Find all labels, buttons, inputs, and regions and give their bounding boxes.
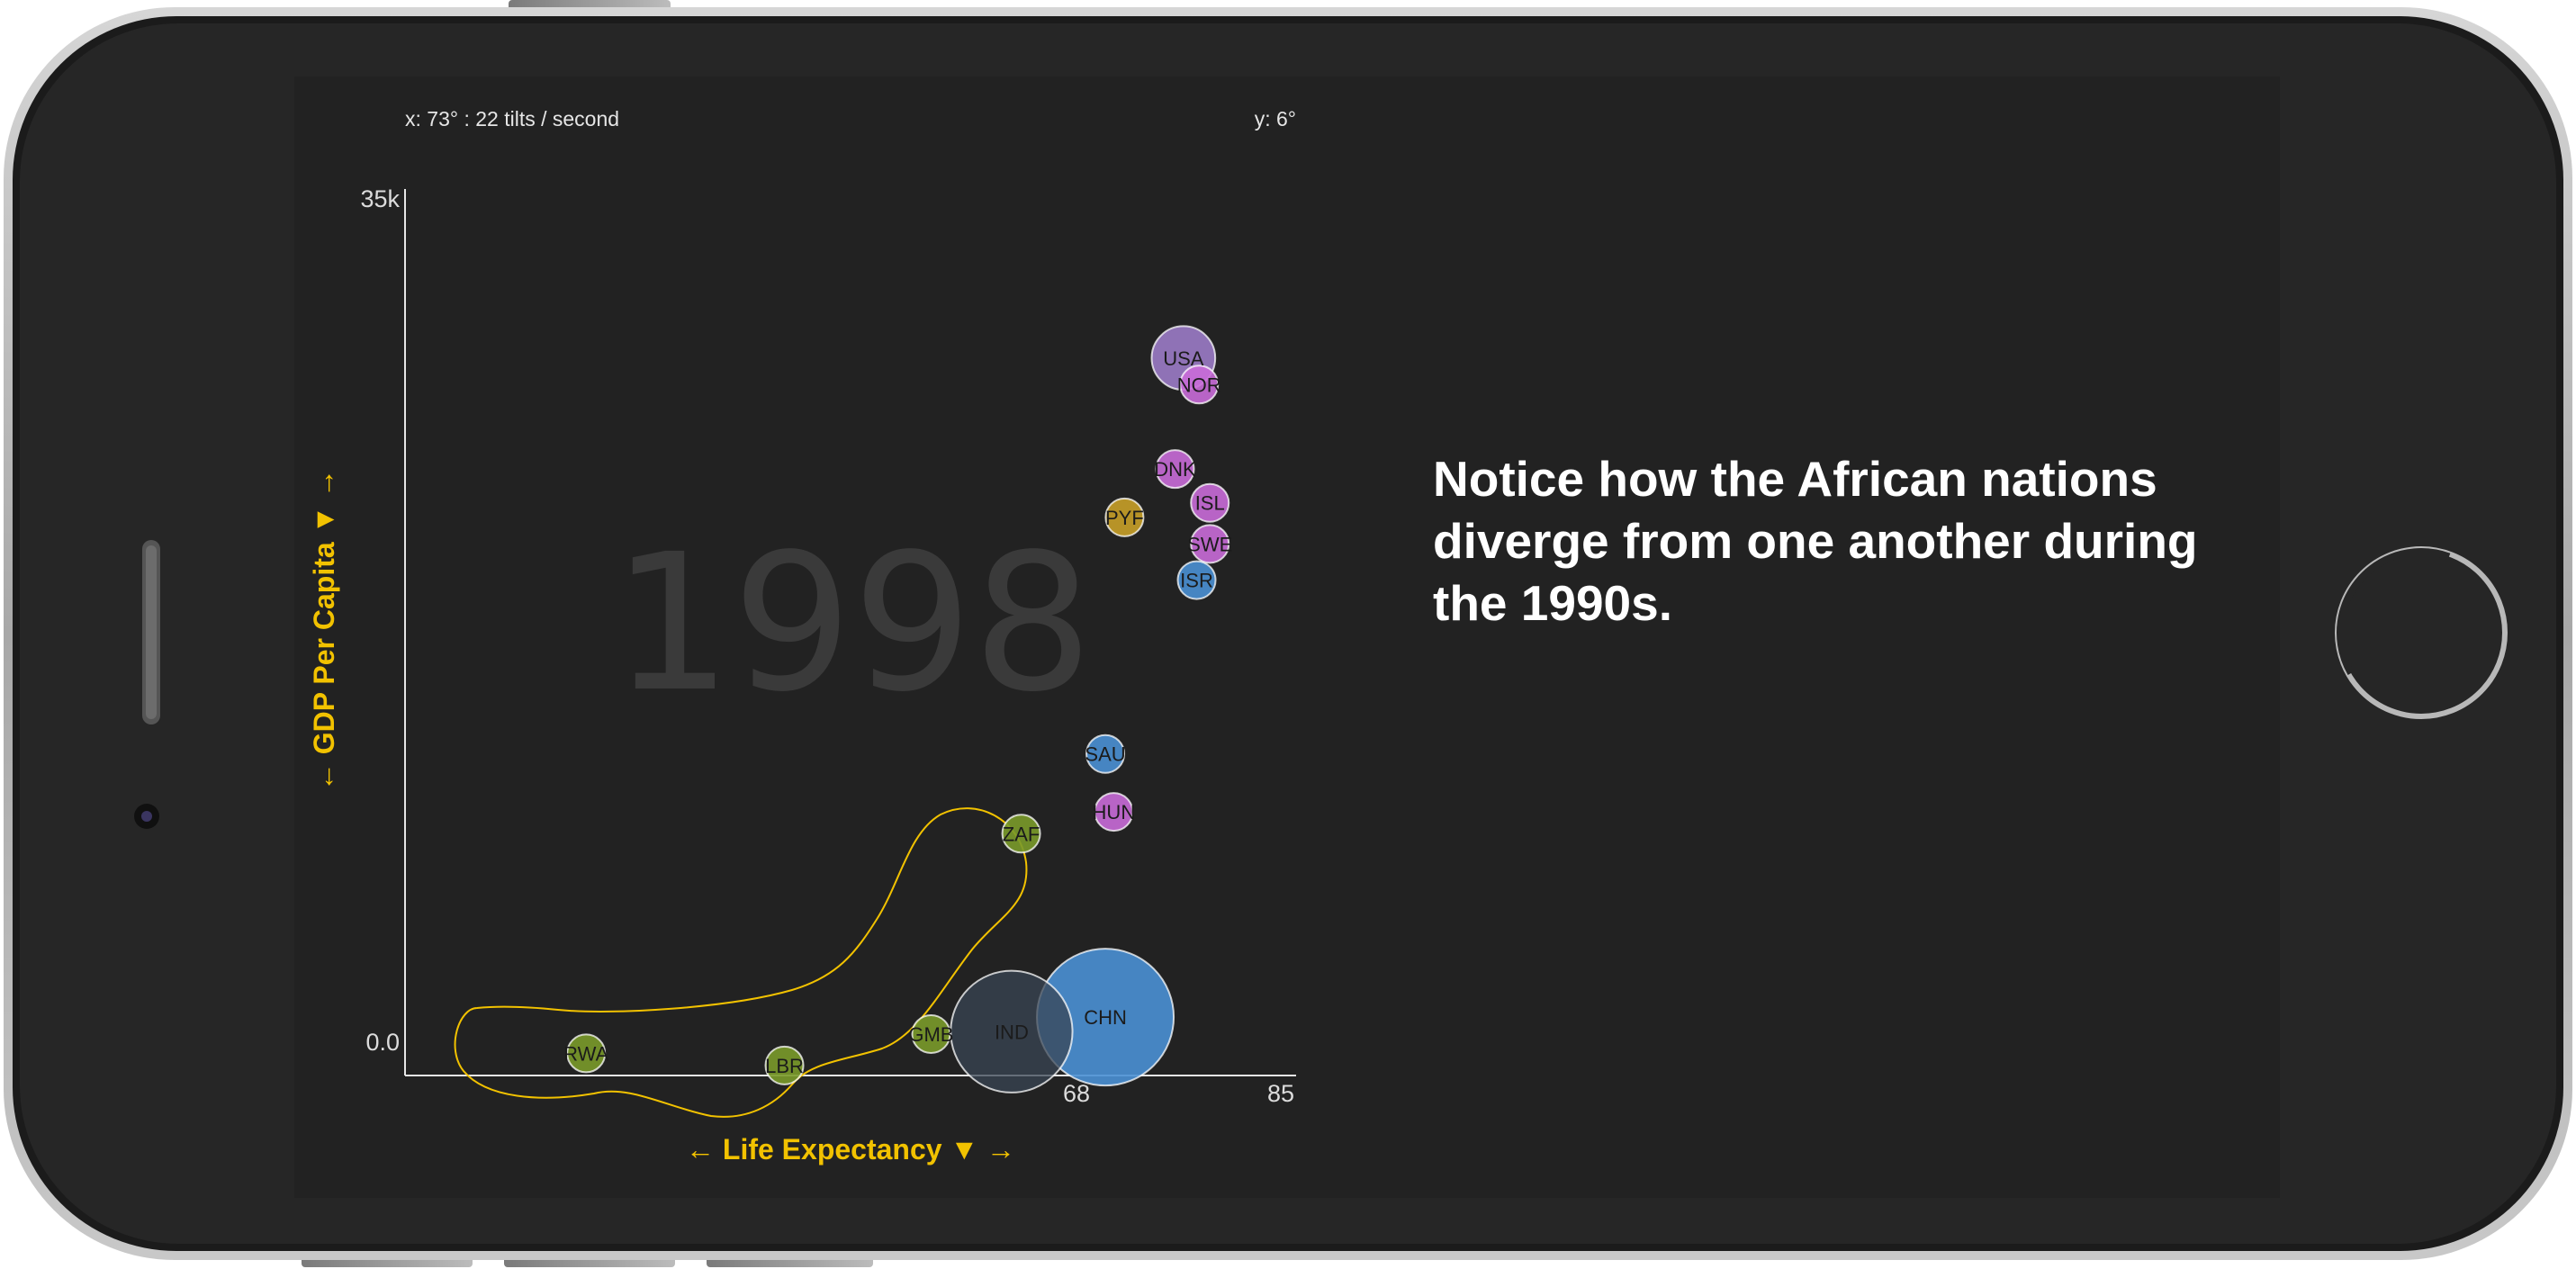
bubble-label: ISR — [1180, 570, 1213, 592]
bubble-swe[interactable] — [1190, 524, 1230, 564]
bubble-label: NOR — [1177, 374, 1221, 396]
x-axis-title[interactable]: ← Life Expectancy ▼ → — [686, 1133, 1015, 1166]
bubble-label: IND — [995, 1021, 1029, 1043]
bubble-dnk[interactable] — [1155, 449, 1195, 490]
y-tick-label: 35k — [360, 185, 400, 212]
bubble-label: SAU — [1085, 743, 1125, 766]
x-tick-label: 68 — [1063, 1080, 1090, 1107]
bubble-label: PYF — [1105, 507, 1144, 529]
x-tick-label: 85 — [1267, 1080, 1294, 1107]
bubble-label: SWE — [1187, 533, 1232, 555]
bubble-nor[interactable] — [1179, 364, 1220, 405]
bubble-isr[interactable] — [1176, 560, 1217, 600]
tilt-x-readout: x: 73° : 22 tilts / second — [405, 107, 619, 130]
bubble-label: LBR — [765, 1055, 804, 1077]
bubble-label: RWA — [563, 1042, 608, 1065]
bubble-label: ZAF — [1003, 823, 1040, 845]
bubble-label: CHN — [1084, 1006, 1127, 1029]
caption-text: Notice how the African nations diverge f… — [1433, 451, 2198, 631]
african-nations-highlight — [454, 807, 1028, 1118]
bubble-gmb[interactable] — [911, 1013, 951, 1054]
bubble-isl[interactable] — [1190, 482, 1230, 523]
bubble-label: ISL — [1195, 492, 1225, 515]
tilt-y-readout: y: 6° — [1255, 107, 1296, 130]
bubble-zaf[interactable] — [1001, 814, 1041, 854]
screen — [294, 76, 2280, 1198]
y-tick-label: 0.0 — [365, 1029, 400, 1056]
bubble-lbr[interactable] — [764, 1045, 805, 1085]
bubble-label: HUN — [1093, 801, 1136, 824]
year-label: 1998 — [612, 513, 1093, 734]
bubble-layer: CHN IND USA ZAF SAU HUN SWE RWA ISR DNK NOR LBR GMB I… — [563, 325, 1232, 1094]
bubble-label: GMB — [908, 1023, 953, 1046]
bubble-label: USA — [1163, 347, 1204, 370]
y-axis-title[interactable]: ← GDP Per Capita ▼ → — [308, 469, 340, 791]
bubble-rwa[interactable] — [566, 1033, 607, 1074]
bubble-label: DNK — [1154, 458, 1196, 481]
bubble-sau[interactable] — [1085, 734, 1126, 774]
bubble-pyf[interactable] — [1104, 497, 1145, 537]
chart-axes: 35k 0.0 68 85 — [360, 185, 1296, 1107]
bubble-hun[interactable] — [1094, 792, 1134, 832]
